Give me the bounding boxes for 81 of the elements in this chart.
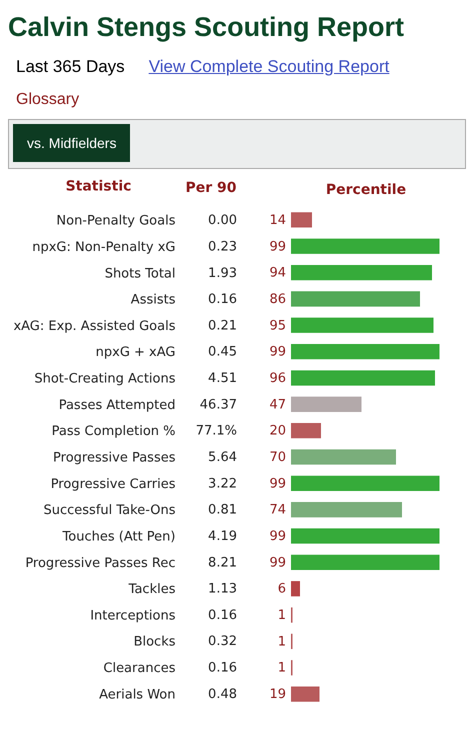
data-label: 14 <box>269 212 286 228</box>
bar <box>291 502 402 518</box>
text: 0.48 <box>208 686 237 702</box>
data-label: 99 <box>269 476 286 492</box>
bar <box>291 554 440 570</box>
bar <box>291 476 440 491</box>
text: 3.22 <box>208 476 237 492</box>
y-tick-label: Shot-Creating Actions <box>34 372 176 387</box>
text: Per 90 <box>185 180 237 196</box>
text: Last 365 Days <box>16 57 125 76</box>
bar <box>291 344 440 360</box>
data-label: 99 <box>269 555 286 570</box>
data-label: 99 <box>269 529 286 544</box>
text: 8.21 <box>208 555 237 570</box>
y-tick-label: npxG + xAG <box>96 345 176 360</box>
y-tick-label: Progressive Passes <box>53 450 176 466</box>
bar <box>291 318 434 333</box>
text: 0.32 <box>208 634 237 650</box>
data-label: 94 <box>269 266 286 281</box>
text: 1.93 <box>208 266 237 281</box>
y-tick-label: Pass Completion % <box>52 424 176 440</box>
data-label: 86 <box>269 292 286 307</box>
text: 0.21 <box>208 318 237 334</box>
y-tick-label: Successful Take-Ons <box>43 503 176 518</box>
y-tick-label: Tackles <box>128 582 176 598</box>
text: 0.81 <box>208 502 237 518</box>
y-tick-label: xAG: Exp. Assisted Goals <box>13 318 176 334</box>
data-label: 1 <box>278 634 286 650</box>
data-label: 99 <box>269 239 286 254</box>
bar <box>291 264 432 280</box>
text: 0.23 <box>208 239 237 254</box>
y-tick-label: Progressive Passes Rec <box>25 556 176 571</box>
bar <box>291 291 420 307</box>
bar <box>291 370 435 386</box>
bar <box>291 581 300 596</box>
text: 0.16 <box>208 292 237 308</box>
data-label: 47 <box>269 397 286 412</box>
text: 5.64 <box>208 450 237 465</box>
text: View Complete Scouting Report <box>148 57 390 76</box>
bar <box>291 212 312 228</box>
y-tick-label: Blocks <box>134 634 176 650</box>
data-label: 1 <box>278 660 286 676</box>
bar <box>291 238 440 254</box>
data-label: 99 <box>269 344 286 360</box>
x-axis-title: Percentile <box>326 182 406 198</box>
data-label: 95 <box>269 318 286 334</box>
bar <box>291 396 362 412</box>
y-tick-label: Non-Penalty Goals <box>56 214 176 229</box>
data-label: 20 <box>269 424 286 439</box>
data-label: 70 <box>269 450 286 465</box>
data-label: 1 <box>278 608 286 624</box>
text: 4.51 <box>208 371 237 386</box>
bar <box>291 423 321 438</box>
text: 1.13 <box>208 582 237 597</box>
y-tick-label: Touches (Att Pen) <box>62 529 176 544</box>
data-label: 96 <box>269 370 286 386</box>
data-label: 6 <box>278 582 286 597</box>
text: 77.1% <box>196 424 237 439</box>
y-axis-title: Statistic <box>66 178 132 194</box>
y-tick-label: Assists <box>130 292 176 308</box>
text: 0.16 <box>208 608 237 623</box>
bar <box>291 686 320 702</box>
bar <box>291 449 396 465</box>
text: vs. Midfielders <box>13 124 130 162</box>
y-tick-label: Aerials Won <box>99 687 176 702</box>
text: 4.19 <box>208 528 237 544</box>
bar <box>291 528 440 544</box>
y-tick-label: Clearances <box>103 661 176 676</box>
text: Glossary <box>16 91 80 109</box>
text: 0.45 <box>208 344 237 360</box>
y-tick-label: Progressive Carries <box>50 476 176 492</box>
y-tick-label: Interceptions <box>90 608 176 624</box>
text: 0.16 <box>208 660 237 676</box>
data-label: 74 <box>269 502 286 518</box>
data-label: 19 <box>269 687 286 702</box>
y-tick-label: npxG: Non-Penalty xG <box>32 240 176 255</box>
text: 46.37 <box>200 397 237 412</box>
chart-title: Calvin Stengs Scouting Report <box>8 12 406 43</box>
y-tick-label: Passes Attempted <box>58 398 176 413</box>
y-tick-label: Shots Total <box>104 266 176 282</box>
text: 0.00 <box>208 213 237 228</box>
